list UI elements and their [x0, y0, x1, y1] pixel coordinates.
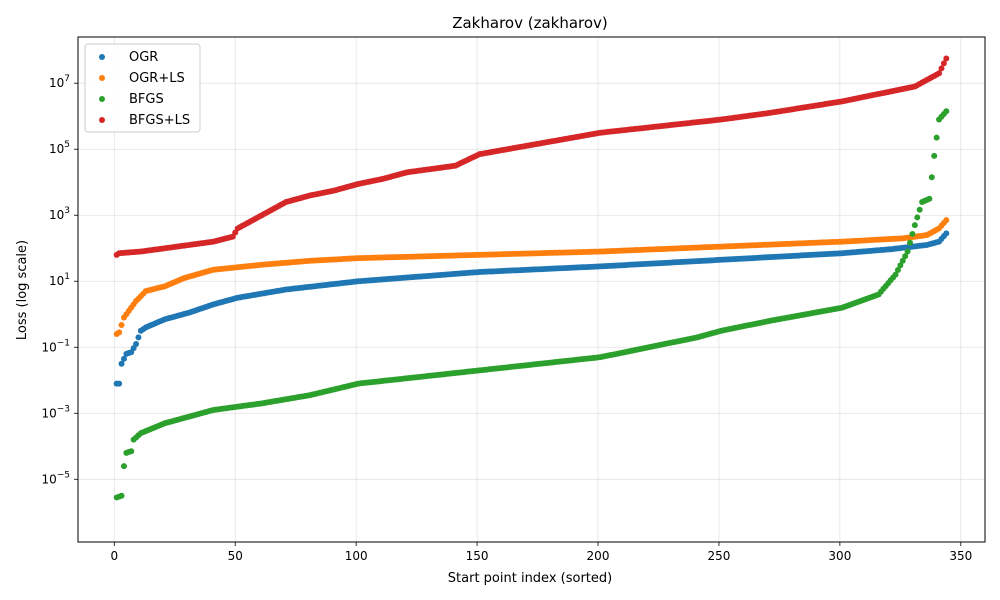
- data-point: [135, 334, 142, 341]
- data-point: [943, 230, 950, 237]
- legend-box: [84, 43, 201, 133]
- data-point: [936, 70, 943, 77]
- x-tick-label: 50: [228, 549, 243, 563]
- y-tick-label: 107: [49, 74, 70, 90]
- legend-label: OGR: [129, 50, 158, 65]
- data-point: [118, 360, 125, 367]
- data-point: [118, 492, 125, 499]
- y-tick-label: 10−3: [41, 404, 70, 420]
- grid-lines: [78, 37, 985, 542]
- data-point: [909, 230, 916, 237]
- data-point: [904, 248, 911, 255]
- data-point: [907, 239, 914, 246]
- data-point: [899, 257, 906, 264]
- data-point: [133, 340, 140, 347]
- data-point: [120, 355, 127, 362]
- data-point: [897, 262, 904, 269]
- chart-title: Zakharov (zakharov): [452, 14, 608, 32]
- y-axis-label: Loss (log scale): [15, 240, 30, 340]
- legend-label: BFGS: [129, 92, 164, 107]
- data-point: [938, 65, 945, 72]
- x-tick-label: 350: [949, 549, 972, 563]
- legend-marker: [99, 75, 105, 81]
- series-bfgs: [113, 108, 950, 501]
- data-point: [926, 195, 933, 202]
- x-tick-label: 300: [828, 549, 851, 563]
- data-point: [943, 55, 950, 62]
- x-tick-label: 150: [466, 549, 489, 563]
- data-point: [916, 206, 923, 213]
- data-point: [892, 271, 899, 278]
- x-axis-label: Start point index (sorted): [448, 571, 612, 586]
- x-tick-label: 200: [587, 549, 610, 563]
- data-point: [928, 174, 935, 181]
- legend-marker: [99, 117, 105, 123]
- data-point: [940, 60, 947, 67]
- series-ogr-plus-ls: [113, 217, 950, 338]
- data-point: [911, 222, 918, 229]
- y-axis-ticks: 10−5 10−3 10−1 101 103 105 107: [41, 74, 78, 486]
- data-point: [128, 448, 135, 455]
- legend: OGR OGR+LS BFGS BFGS+LS: [84, 43, 201, 133]
- y-tick-label: 101: [49, 272, 70, 288]
- legend-marker: [99, 54, 105, 60]
- y-tick-label: 103: [49, 206, 70, 222]
- legend-marker: [99, 96, 105, 102]
- x-tick-label: 0: [110, 549, 118, 563]
- data-point: [118, 321, 125, 328]
- y-tick-label: 10−1: [41, 338, 70, 354]
- series-bfgs-plus-ls: [113, 55, 950, 258]
- data-point: [894, 267, 901, 274]
- data-point: [120, 463, 127, 470]
- data-points: [113, 55, 950, 501]
- series-ogr: [113, 230, 950, 387]
- x-tick-label: 250: [707, 549, 730, 563]
- data-point: [116, 329, 123, 336]
- data-point: [933, 134, 940, 141]
- data-point: [931, 152, 938, 159]
- plot-frame: [77, 36, 986, 543]
- x-tick-label: 100: [345, 549, 368, 563]
- legend-label: BFGS+LS: [129, 113, 190, 128]
- data-point: [943, 108, 950, 115]
- data-point: [914, 214, 921, 221]
- data-point: [116, 380, 123, 387]
- legend-label: OGR+LS: [129, 71, 185, 86]
- y-tick-label: 105: [49, 140, 70, 156]
- y-tick-label: 10−5: [41, 470, 70, 486]
- data-point: [943, 217, 950, 224]
- data-point: [902, 253, 909, 260]
- x-axis-ticks: 0 50 100 150 200 250 300 350: [110, 542, 972, 563]
